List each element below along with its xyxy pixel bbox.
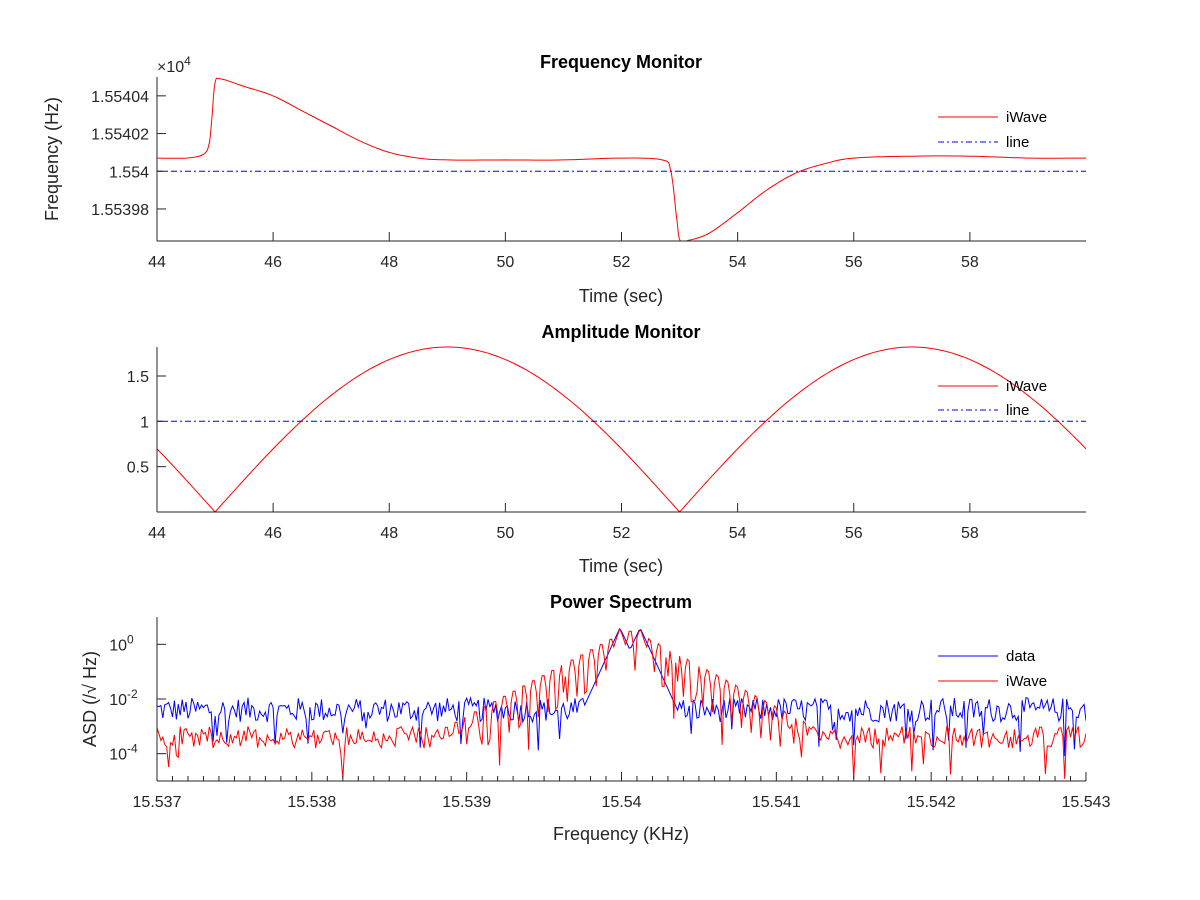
power-spectrum-axes: Power Spectrum Frequency (KHz) ASD (/√ H…: [80, 592, 1111, 844]
x-tick-label: 15.539: [442, 794, 491, 811]
amplitude-monitor-legend: iWave line: [938, 378, 1047, 419]
legend-label-iwave: iWave: [1006, 378, 1047, 395]
amplitude-monitor-title: Amplitude Monitor: [542, 322, 701, 342]
y-tick-label: 1.5: [127, 369, 149, 386]
series-group: [157, 346, 1086, 512]
series-iwave-line: [157, 77, 1086, 241]
y-tick-label: 10: [109, 637, 127, 654]
frequency-monitor-xlabel: Time (sec): [579, 286, 663, 306]
legend-label-iwave: iWave: [1006, 673, 1047, 690]
x-tick-label: 46: [264, 525, 282, 542]
y-tick-label: 10: [109, 747, 127, 764]
x-tick-label: 58: [961, 254, 979, 271]
frequency-monitor-legend: iWave line: [938, 109, 1047, 151]
x-tick-label: 56: [845, 525, 863, 542]
legend-label-data: data: [1006, 648, 1036, 665]
exponent-power: 4: [184, 54, 191, 68]
frequency-monitor-ylabel: Frequency (Hz): [42, 97, 62, 221]
frequency-monitor-axes: Frequency Monitor ×104 Time (sec) Freque…: [42, 52, 1086, 306]
power-spectrum-title: Power Spectrum: [550, 592, 692, 612]
amplitude-monitor-axes: Amplitude Monitor Time (sec) 44 46 48 50 52 5…: [127, 322, 1086, 576]
x-tick-label: 52: [613, 525, 631, 542]
y-tick-label: 1.554: [109, 164, 149, 181]
y-tick-exponent: -2: [127, 687, 138, 701]
y-tick-label: 0.5: [127, 460, 149, 477]
y-tick-label: 1.55404: [91, 89, 149, 106]
y-tick-exponent: 0: [127, 632, 134, 646]
x-tick-label: 56: [845, 254, 863, 271]
x-tick-label: 15.54: [601, 794, 641, 811]
y-tick-label: 10: [109, 692, 127, 709]
x-tick-label: 15.538: [287, 794, 336, 811]
x-tick-label: 44: [148, 525, 166, 542]
y-exponent-label: ×104: [157, 54, 191, 76]
x-tick-label: 58: [961, 525, 979, 542]
x-tick-label: 15.537: [133, 794, 182, 811]
x-tick-label: 48: [380, 525, 398, 542]
y-tick-label: 1: [140, 414, 149, 431]
legend-label-line: line: [1006, 402, 1029, 419]
power-spectrum-ylabel: ASD (/√ Hz): [80, 651, 100, 747]
x-tick-label: 15.543: [1062, 794, 1111, 811]
power-spectrum-xlabel: Frequency (KHz): [553, 824, 689, 844]
x-tick-label: 48: [380, 254, 398, 271]
power-spectrum-legend: data iWave: [938, 648, 1047, 690]
y-tick-label: 1.55402: [91, 127, 149, 144]
amplitude-monitor-xlabel: Time (sec): [579, 556, 663, 576]
series-data-line: [157, 627, 1086, 757]
legend-label-iwave: iWave: [1006, 109, 1047, 126]
x-tick-label: 15.542: [907, 794, 956, 811]
frequency-monitor-title: Frequency Monitor: [540, 52, 702, 72]
legend-label-line: line: [1006, 134, 1029, 151]
exponent-base: ×10: [157, 59, 184, 76]
x-tick-label: 54: [729, 525, 747, 542]
x-tick-label: 54: [729, 254, 747, 271]
x-tick-label: 52: [613, 254, 631, 271]
y-tick-label: 1.55398: [91, 202, 149, 219]
series-group: [157, 627, 1086, 779]
x-tick-label: 44: [148, 254, 166, 271]
x-tick-label: 15.541: [752, 794, 801, 811]
x-tick-label: 46: [264, 254, 282, 271]
series-group: [157, 77, 1086, 241]
series-iwave-line: [157, 346, 1086, 512]
x-tick-label: 50: [496, 254, 514, 271]
y-tick-exponent: -4: [127, 742, 138, 756]
x-tick-label: 50: [496, 525, 514, 542]
series-iwave-line: [157, 627, 1086, 779]
